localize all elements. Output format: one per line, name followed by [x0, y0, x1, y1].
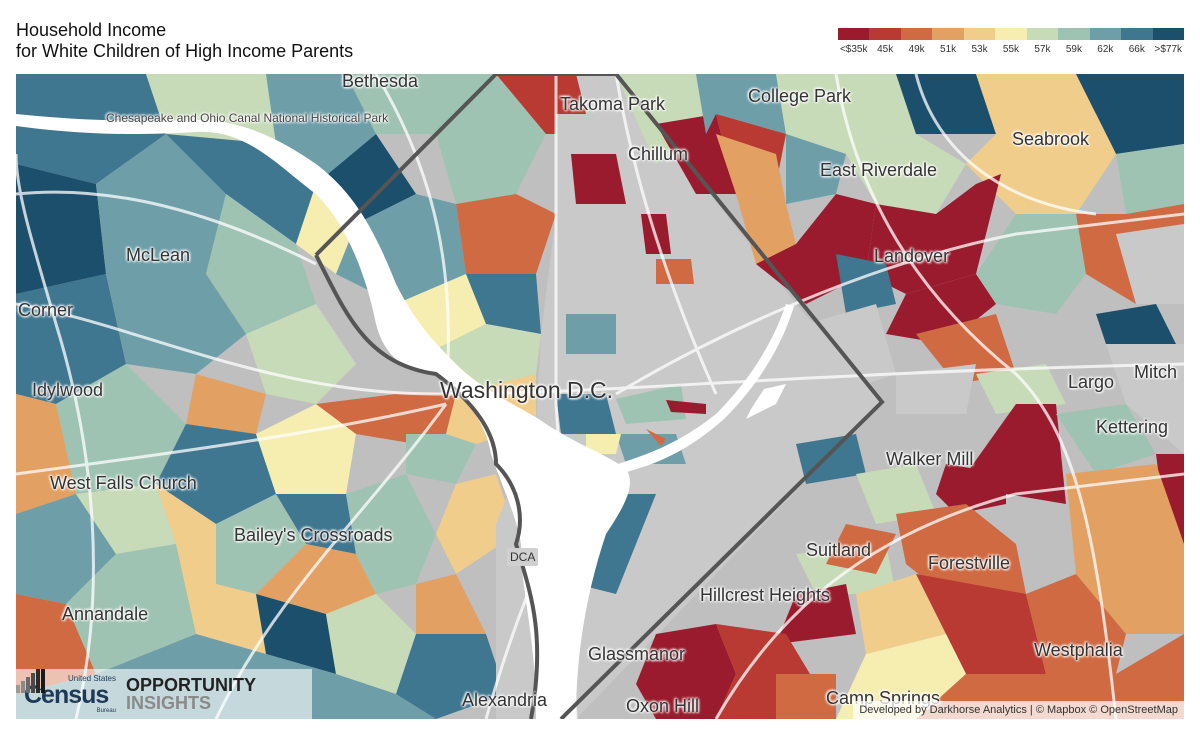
legend-swatch-1 [869, 28, 901, 40]
legend-swatch-8 [1089, 28, 1122, 40]
place-forestville: Forestville [928, 553, 1011, 573]
legend-swatch-3 [932, 28, 964, 40]
legend-swatch-2 [900, 28, 933, 40]
legend-label-3: 51k [940, 44, 957, 55]
legend-labels: <$35k 45k 49k 51k 53k 55k 57k 59k 62k 66k >$77k [838, 44, 1184, 55]
place-glassmanor: Glassmanor [588, 644, 686, 664]
place-west-falls-church: West Falls Church [50, 473, 197, 493]
bar-grid-icon [16, 669, 45, 693]
place-college-park: College Park [748, 86, 852, 106]
place-bethesda: Bethesda [342, 74, 419, 91]
legend-label-8: 62k [1097, 44, 1114, 55]
title-line-1: Household Income [16, 20, 167, 40]
place-idylwood: Idylwood [32, 380, 104, 400]
title-line-2: for White Children of High Income Parent… [16, 41, 354, 61]
place-east-riverdale: East Riverdale [820, 160, 938, 180]
place-kettering: Kettering [1096, 417, 1169, 437]
place-dca: DCA [507, 548, 539, 566]
dc-boundary-river [314, 254, 540, 719]
place-landover: Landover [874, 246, 950, 266]
legend-color-scale [838, 28, 1184, 40]
place-washington-dc: Washington D.C. [440, 377, 613, 403]
place-oxon-hill: Oxon Hill [626, 696, 700, 716]
legend-label-2: 49k [908, 44, 925, 55]
legend-swatch-10 [1152, 28, 1184, 40]
potomac-river [16, 114, 630, 719]
legend-label-9: 66k [1128, 44, 1145, 55]
place-hillcrest-heights: Hillcrest Heights [700, 585, 831, 605]
dc-boundary [314, 74, 885, 719]
place-walker-mill: Walker Mill [886, 449, 974, 469]
legend-label-0: <$35k [839, 44, 868, 55]
place-chesapeake-ohio-canal: Chesapeake and Ohio Canal National Histo… [106, 111, 388, 125]
place-westphalia: Westphalia [1034, 640, 1123, 660]
choropleth-map[interactable]: Bethesda Takoma Park College Park Chesap… [16, 74, 1184, 719]
place-baileys-crossroads: Bailey's Crossroads [234, 525, 393, 545]
map-title: Household Income for White Children of H… [16, 20, 353, 62]
legend-swatch-4 [963, 28, 996, 40]
legend-label-4: 53k [971, 44, 988, 55]
logo-strip: United States Census Bureau OPPORTUNITY … [16, 669, 312, 719]
legend-swatch-0 [838, 28, 870, 40]
opportunity-insights-logo: OPPORTUNITY INSIGHTS [16, 669, 256, 712]
place-chillum: Chillum [628, 144, 689, 164]
place-takoma-park: Takoma Park [560, 94, 666, 114]
legend-label-5: 55k [1002, 44, 1020, 55]
income-legend: <$35k 45k 49k 51k 53k 55k 57k 59k 62k 66k >$77k [838, 28, 1184, 55]
legend-swatch-7 [1058, 28, 1090, 40]
map-canvas[interactable] [16, 74, 1184, 719]
legend-swatch-9 [1121, 28, 1153, 40]
place-alexandria: Alexandria [462, 690, 548, 710]
tract-layer [16, 74, 1184, 719]
legend-swatch-5 [995, 28, 1027, 40]
place-suitland: Suitland [806, 540, 872, 560]
place-seabrook: Seabrook [1012, 129, 1090, 149]
legend-label-6: 57k [1034, 44, 1051, 55]
legend-label-10: >$77k [1154, 44, 1183, 55]
place-mclean: McLean [126, 245, 191, 265]
place-largo: Largo [1068, 372, 1115, 392]
place-corner: Corner [18, 300, 74, 320]
legend-swatch-6 [1026, 28, 1059, 40]
place-mitch: Mitch [1134, 362, 1178, 382]
legend-label-1: 45k [877, 44, 894, 55]
map-attribution[interactable]: Developed by Darkhorse Analytics | © Map… [853, 701, 1184, 719]
legend-label-7: 59k [1065, 44, 1082, 55]
place-annandale: Annandale [62, 604, 149, 624]
